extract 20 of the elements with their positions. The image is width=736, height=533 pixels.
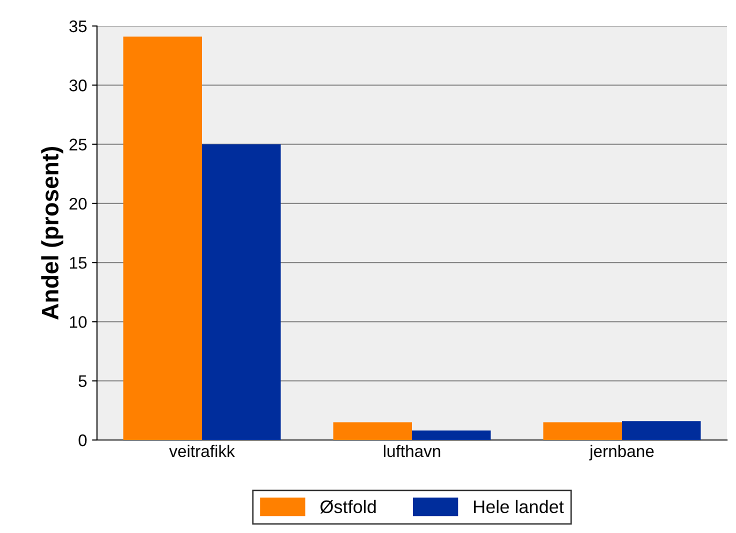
bar — [333, 422, 412, 440]
y-tick-label: 5 — [78, 375, 87, 388]
bar — [622, 421, 701, 440]
bar — [202, 144, 281, 440]
legend-label: Østfold — [320, 500, 376, 514]
y-tick-label: 0 — [78, 434, 87, 446]
y-tick-label: 20 — [70, 198, 87, 210]
y-tick-label: 10 — [70, 316, 87, 328]
y-tick-label: 30 — [69, 80, 87, 92]
bar — [412, 430, 491, 440]
x-tick-label: lufthavn — [384, 444, 440, 458]
bar — [123, 36, 202, 440]
x-tick-label: jernbane — [589, 444, 654, 460]
bar — [543, 422, 622, 440]
y-tick-label: 25 — [70, 138, 87, 150]
legend-label: Hele landet — [474, 500, 564, 514]
y-tick-label: 15 — [70, 257, 87, 269]
y-axis-title: Andel (prosent) — [41, 146, 64, 320]
x-tick-label: veitrafikk — [169, 444, 235, 458]
y-tick-label: 35 — [69, 20, 87, 32]
